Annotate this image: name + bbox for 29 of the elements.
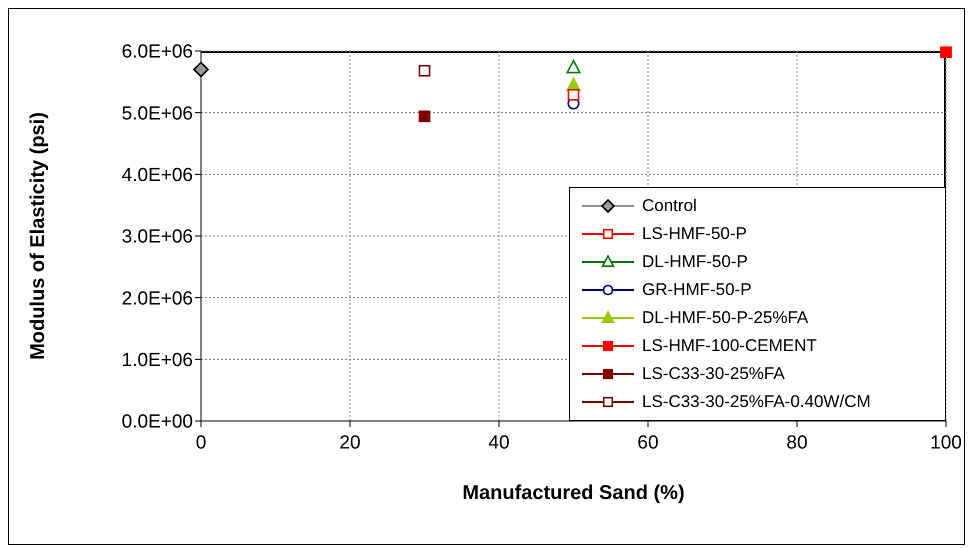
legend-label: DL-HMF-50-P [642,252,748,272]
y-tick-label: 3.0E+06 [122,226,193,248]
x-tick-label: 80 [786,432,808,454]
y-tick-label: 0.0E+00 [122,412,193,433]
legend-label: LS-C33-30-25%FA-0.40W/CM [642,392,871,412]
point [418,64,430,77]
point [566,60,581,74]
x-tick-label: 40 [488,432,510,454]
x-tick-label: 60 [637,432,659,454]
y-tick-label: 6.0E+06 [122,42,193,63]
point [418,110,430,122]
point [193,62,209,78]
y-tick-label: 1.0E+06 [122,350,193,372]
point [940,46,952,58]
legend-label: Control [642,196,697,216]
legend-label: DL-HMF-50-P-25%FA [642,308,808,328]
x-tick-label: 0 [196,432,206,454]
x-tick-label: 20 [339,432,361,454]
legend-label: LS-HMF-50-P [642,224,747,244]
x-axis-title: Manufactured Sand (%) [462,482,685,504]
legend-label: LS-HMF-100-CEMENT [642,336,817,356]
y-axis-title: Modulus of Elasticity (psi) [27,112,50,360]
x-tick-label: 100 [930,432,962,454]
y-tick-label: 5.0E+06 [122,103,193,124]
legend-label: LS-C33-30-25%FA [642,364,785,384]
y-tick-label: 4.0E+06 [122,165,193,186]
point [568,88,580,101]
legend-label: GR-HMF-50-P [642,280,752,300]
y-tick-label: 2.0E+06 [122,288,193,310]
